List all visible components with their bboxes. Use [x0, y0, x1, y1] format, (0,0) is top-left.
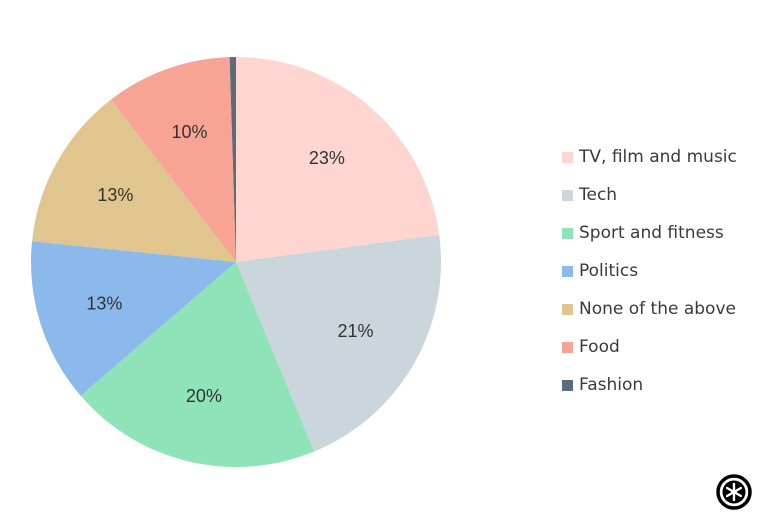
legend-item: TV, film and music — [562, 138, 737, 176]
legend-swatch — [562, 303, 573, 315]
pie-slice-2 — [80, 262, 315, 467]
pie-slice-label-3: 13% — [86, 293, 122, 313]
legend-label: Food — [579, 337, 620, 357]
pie-slice-label-5: 10% — [171, 122, 207, 142]
legend-label: Fashion — [579, 375, 644, 395]
pie-slice-label-1: 21% — [337, 321, 373, 341]
legend-item: Politics — [562, 252, 737, 290]
pie-slice-3 — [30, 241, 236, 396]
legend-swatch — [562, 379, 573, 391]
legend-swatch — [562, 151, 573, 163]
legend-label: Tech — [579, 185, 618, 205]
pie-slice-0 — [236, 57, 440, 262]
legend-label: Politics — [579, 261, 639, 281]
legend-item: Tech — [562, 176, 737, 214]
pie-slice-labels: 23% 21% 20% 13% 13% 10% — [86, 122, 373, 406]
legend-swatch — [562, 265, 573, 277]
legend-label: None of the above — [579, 299, 736, 319]
pie-slices — [30, 57, 441, 467]
pie-slice-1 — [236, 234, 441, 452]
asterisk-circle-logo-icon — [716, 474, 752, 510]
pie-slice-label-0: 23% — [309, 148, 345, 168]
legend-label: Sport and fitness — [579, 223, 724, 243]
pie-slice-6 — [229, 57, 236, 262]
legend-swatch — [562, 189, 573, 201]
pie-slice-label-4: 13% — [97, 185, 133, 205]
legend-item: Sport and fitness — [562, 214, 737, 252]
chart-legend: TV, film and music Tech Sport and fitness P… — [562, 138, 737, 404]
legend-item: Food — [562, 328, 737, 366]
pie-slice-4 — [32, 99, 236, 262]
legend-item: None of the above — [562, 290, 737, 328]
legend-swatch — [562, 341, 573, 353]
pie-slice-label-2: 20% — [186, 386, 222, 406]
legend-item: Fashion — [562, 366, 737, 404]
pie-slice-5 — [110, 57, 236, 262]
legend-swatch — [562, 227, 573, 239]
legend-label: TV, film and music — [579, 147, 737, 167]
